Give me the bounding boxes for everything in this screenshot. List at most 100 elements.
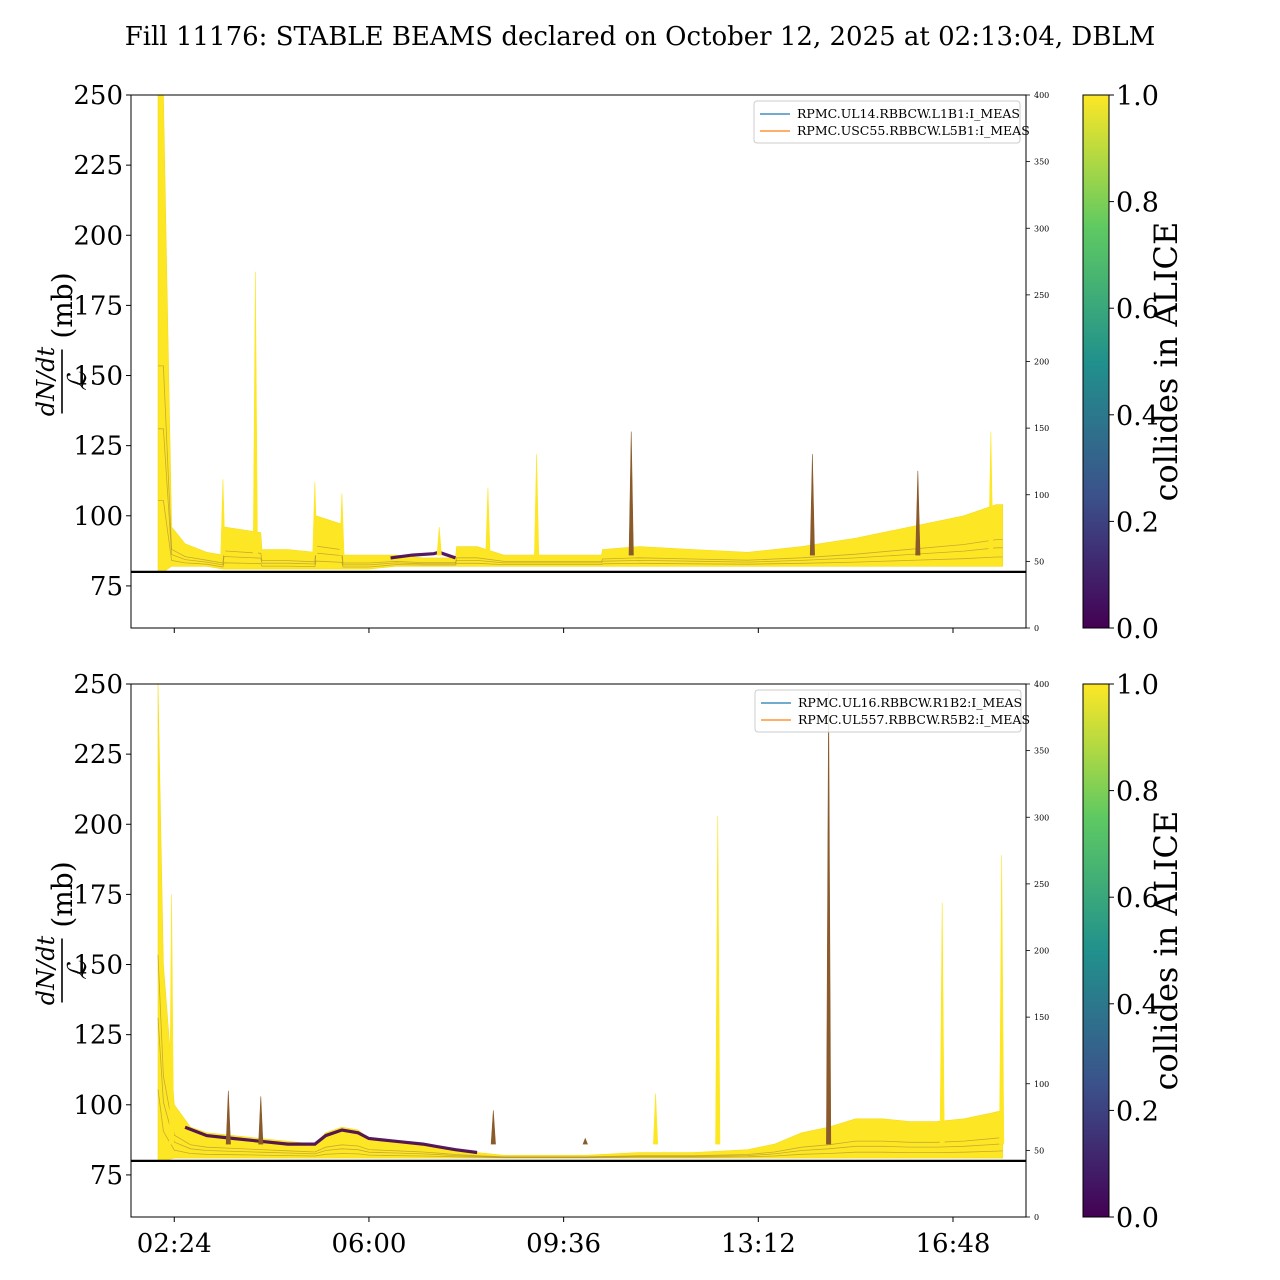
data-spike [490,1110,496,1145]
legend: RPMC.UL14.RBBCW.L1B1:I_MEAS RPMC.USC55.RB… [753,100,1030,144]
y2-tick-label: 100 [1034,491,1049,500]
data-spike [999,855,1005,1145]
colorbar-tick-label: 0.2 [1116,1096,1159,1127]
legend-box [753,100,1021,144]
data-trace-line [158,500,1003,568]
colorbar-tick-label: 0.4 [1116,401,1159,432]
y-label-denominator: ℒ [63,960,93,980]
y2-tick-label: 0 [1034,624,1039,633]
y-tick-label: 200 [73,221,123,251]
colorbar-tick-label: 0.2 [1116,507,1159,538]
y-tick-label: 250 [73,670,123,700]
colorbar-tick-label: 0.8 [1116,188,1159,219]
data-spike [582,1137,588,1145]
y-tick-label: 200 [73,810,123,840]
data-spike [258,1096,264,1145]
plot-area [131,95,1026,573]
y2-tick-label: 50 [1034,557,1044,566]
y-label-denominator: ℒ [63,371,93,391]
data-trace-line [158,365,1003,564]
y2-tick-label: 100 [1034,1080,1049,1089]
colorbar-label: collides in ALICE [1147,811,1185,1091]
legend-entry: RPMC.UL14.RBBCW.L1B1:I_MEAS [797,106,1020,121]
legend-entry: RPMC.USC55.RBBCW.L5B1:I_MEAS [797,123,1030,138]
colorbar-tick-label: 0.0 [1116,614,1159,645]
data-spike [436,526,442,556]
legend-box [754,689,1022,733]
colorbar-tick-label: 0.6 [1116,883,1159,914]
y2-tick-label: 350 [1034,158,1049,167]
y2-tick-label: 200 [1034,947,1049,956]
x-tick-label: 02:24 [137,1229,212,1259]
y-tick-label: 175 [73,880,123,910]
data-spike [988,431,994,556]
colorbar-gradient [1082,94,1110,629]
x-tick-label: 09:36 [526,1229,601,1259]
legend-entry: RPMC.UL16.RBBCW.R1B2:I_MEAS [798,695,1022,710]
data-spike [809,454,815,556]
data-spike [628,431,634,556]
data-spike [220,479,226,556]
data-spike [312,482,318,556]
x-tick-label: 13:12 [721,1229,796,1259]
y2-tick-label: 200 [1034,358,1049,367]
figure-title: Fill 11176: STABLE BEAMS declared on Oct… [125,22,1156,52]
colorbar-gradient [1082,683,1110,1218]
y-tick-label: 125 [73,1021,123,1051]
colorbar-tick-label: 0.8 [1116,777,1159,808]
y2-tick-label: 400 [1034,91,1049,100]
y2-tick-label: 350 [1034,747,1049,756]
y-tick-label: 75 [90,1161,123,1191]
data-spike [534,454,540,556]
y2-tick-label: 250 [1034,880,1049,889]
y-tick-label: 150 [73,951,123,981]
y2-tick-label: 300 [1034,224,1049,233]
y2-tick-label: 50 [1034,1146,1044,1155]
panel-bottom: 75 100 125 150 175 200 225 250 0 50 100 150 200 250 30… [32,670,1185,1259]
plot-area [131,684,1026,1162]
y-axis-label: dN/dt ℒ (mb) [32,272,93,416]
legend: RPMC.UL16.RBBCW.R1B2:I_MEAS RPMC.UL557.RB… [754,689,1030,733]
y-tick-label: 225 [73,151,123,181]
colorbar-label: collides in ALICE [1147,222,1185,502]
y-tick-label: 250 [73,81,123,111]
data-spike [915,470,921,556]
y-tick-label: 175 [73,291,123,321]
colorbar: 0.0 0.2 0.4 0.6 0.8 1.0 collides in ALICE [1082,81,1185,645]
data-spike [826,692,832,1145]
colorbar-tick-label: 0.0 [1116,1203,1159,1234]
data-envelope-area [157,684,1003,1162]
data-spike [939,902,945,1145]
y-tick-label: 75 [90,572,123,602]
y2-tick-label: 0 [1034,1213,1039,1222]
x-tick-label: 06:00 [331,1229,406,1259]
panel-top: 75 100 125 150 175 200 225 250 0 50 100 150 200 250 30… [32,81,1185,645]
data-trace-line [157,1089,1003,1159]
y-tick-label: 225 [73,740,123,770]
data-spike [715,815,721,1145]
colorbar-tick-label: 0.4 [1116,990,1159,1021]
colorbar-tick-label: 0.6 [1116,294,1159,325]
y-label-unit: (mb) [46,272,79,338]
y-label-numerator: dN/dt [32,935,60,1005]
legend-entry: RPMC.UL557.RBBCW.R5B2:I_MEAS [798,712,1030,727]
data-dark-band [184,1125,478,1155]
y2-tick-label: 400 [1034,680,1049,689]
y-label-unit: (mb) [46,861,79,927]
y2-tick-label: 150 [1034,424,1049,433]
y-tick-label: 125 [73,432,123,462]
data-spike [339,493,345,556]
x-tick-label: 16:48 [916,1229,991,1259]
data-trace-line [157,954,1003,1158]
y-tick-label: 100 [73,502,123,532]
y-axis-label: dN/dt ℒ (mb) [32,861,93,1005]
data-spike [252,271,258,556]
colorbar-tick-label: 1.0 [1116,81,1159,112]
y2-tick-label: 250 [1034,291,1049,300]
y-label-numerator: dN/dt [32,346,60,416]
data-dark-band [390,550,457,560]
y-tick-label: 100 [73,1091,123,1121]
data-spike [653,1093,659,1145]
data-envelope-area [157,95,1003,573]
